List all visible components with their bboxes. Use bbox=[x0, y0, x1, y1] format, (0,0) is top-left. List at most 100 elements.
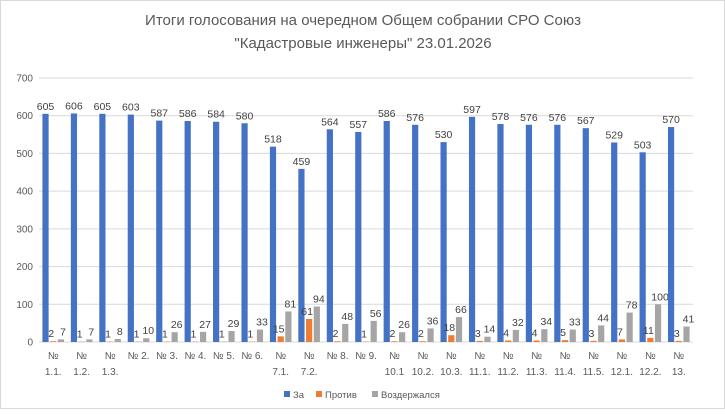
y-tick-label: 200 bbox=[16, 262, 33, 273]
x-tick-label: 1.3. bbox=[102, 367, 119, 378]
chart-title-line-2: "Кадастровые инженеры" 23.01.2026 bbox=[234, 35, 491, 52]
data-label: 10 bbox=[142, 325, 154, 337]
bar-vozderzhalsya bbox=[513, 330, 519, 342]
data-label: 36 bbox=[427, 315, 439, 327]
bar-vozderzhalsya bbox=[570, 330, 576, 342]
data-label: 81 bbox=[285, 298, 297, 310]
bar-protiv bbox=[420, 341, 426, 342]
data-label: 41 bbox=[683, 314, 695, 326]
data-label: 56 bbox=[370, 308, 382, 320]
bar-protiv bbox=[562, 340, 568, 342]
data-label: 29 bbox=[228, 318, 240, 330]
data-label: 1 bbox=[190, 329, 196, 341]
data-label: 567 bbox=[577, 115, 595, 127]
x-tick-label: 7.2. bbox=[301, 367, 318, 378]
legend-swatch bbox=[284, 391, 290, 397]
y-tick-label: 700 bbox=[16, 74, 33, 85]
x-tick-label: 13. bbox=[672, 367, 686, 378]
bar-za bbox=[583, 128, 589, 342]
y-tick-label: 600 bbox=[16, 111, 33, 122]
data-label: 3 bbox=[589, 328, 595, 340]
data-label: 34 bbox=[540, 316, 552, 328]
data-label: 44 bbox=[597, 312, 609, 324]
data-label: 1 bbox=[219, 329, 225, 341]
data-label: 3 bbox=[475, 328, 481, 340]
legend-swatch bbox=[316, 391, 322, 397]
x-tick-label: № bbox=[76, 351, 87, 362]
y-tick-label: 400 bbox=[16, 187, 33, 198]
data-label: 33 bbox=[256, 317, 268, 329]
bar-protiv bbox=[306, 319, 312, 342]
data-label: 597 bbox=[463, 104, 481, 116]
data-label: 576 bbox=[520, 112, 538, 124]
x-tick-label: № 5. bbox=[213, 351, 235, 362]
data-label: 100 bbox=[651, 291, 669, 303]
x-tick-label: 12.1. bbox=[611, 367, 633, 378]
x-tick-label: 7.1. bbox=[272, 367, 289, 378]
x-tick-label: 11.5. bbox=[583, 367, 605, 378]
data-label: 1 bbox=[247, 329, 253, 341]
data-label: 14 bbox=[484, 324, 496, 336]
data-label: 78 bbox=[626, 300, 638, 312]
data-label: 530 bbox=[435, 129, 453, 141]
x-tick-label: № bbox=[474, 351, 485, 362]
bar-vozderzhalsya bbox=[285, 311, 291, 342]
bar-vozderzhalsya bbox=[342, 324, 348, 342]
x-tick-label: 10.2. bbox=[412, 367, 434, 378]
data-label: 587 bbox=[150, 108, 168, 120]
bar-za bbox=[668, 127, 674, 342]
bar-protiv bbox=[534, 340, 540, 342]
bar-za bbox=[270, 147, 276, 342]
data-label: 27 bbox=[199, 319, 211, 331]
data-label: 2 bbox=[333, 328, 339, 340]
data-label: 33 bbox=[569, 317, 581, 329]
x-tick-label: № bbox=[617, 351, 628, 362]
x-tick-label: 11.1. bbox=[469, 367, 491, 378]
x-tick-label: № bbox=[105, 351, 116, 362]
bar-vozderzhalsya bbox=[399, 332, 405, 342]
x-tick-label: № bbox=[588, 351, 599, 362]
data-label: 2 bbox=[390, 328, 396, 340]
bar-vozderzhalsya bbox=[86, 339, 92, 342]
bar-vozderzhalsya bbox=[58, 339, 64, 342]
bar-za bbox=[497, 124, 503, 342]
x-tick-label: № bbox=[418, 351, 429, 362]
data-label: 570 bbox=[662, 114, 680, 126]
bar-protiv bbox=[619, 339, 625, 342]
data-label: 26 bbox=[171, 319, 183, 331]
data-label: 580 bbox=[236, 110, 254, 122]
data-label: 1 bbox=[134, 329, 140, 341]
data-label: 1 bbox=[361, 329, 367, 341]
data-label: 7 bbox=[60, 326, 66, 338]
x-tick-label: № bbox=[503, 351, 514, 362]
bar-za bbox=[640, 152, 646, 342]
data-label: 586 bbox=[378, 108, 396, 120]
bar-vozderzhalsya bbox=[371, 321, 377, 342]
x-tick-label: № 3. bbox=[156, 351, 178, 362]
bar-za bbox=[241, 123, 247, 342]
data-label: 4 bbox=[532, 327, 538, 339]
data-label: 605 bbox=[37, 101, 55, 113]
y-tick-label: 100 bbox=[16, 300, 33, 311]
data-label: 8 bbox=[117, 326, 123, 338]
bar-za bbox=[554, 125, 560, 342]
data-label: 576 bbox=[406, 112, 424, 124]
x-tick-label: № bbox=[531, 351, 542, 362]
data-label: 7 bbox=[88, 326, 94, 338]
x-tick-label: № 8. bbox=[327, 351, 349, 362]
x-tick-label: № bbox=[48, 351, 59, 362]
data-label: 3 bbox=[674, 328, 680, 340]
bar-protiv bbox=[590, 341, 596, 342]
bar-vozderzhalsya bbox=[314, 307, 320, 342]
bar-protiv bbox=[505, 340, 511, 342]
bar-vozderzhalsya bbox=[257, 330, 263, 342]
bar-vozderzhalsya bbox=[598, 325, 604, 342]
data-label: 1 bbox=[105, 329, 111, 341]
bar-protiv bbox=[676, 341, 682, 342]
y-tick-label: 300 bbox=[16, 224, 33, 235]
data-label: 4 bbox=[503, 327, 509, 339]
bar-vozderzhalsya bbox=[655, 304, 661, 342]
data-label: 529 bbox=[605, 129, 623, 141]
bar-za bbox=[441, 142, 447, 342]
